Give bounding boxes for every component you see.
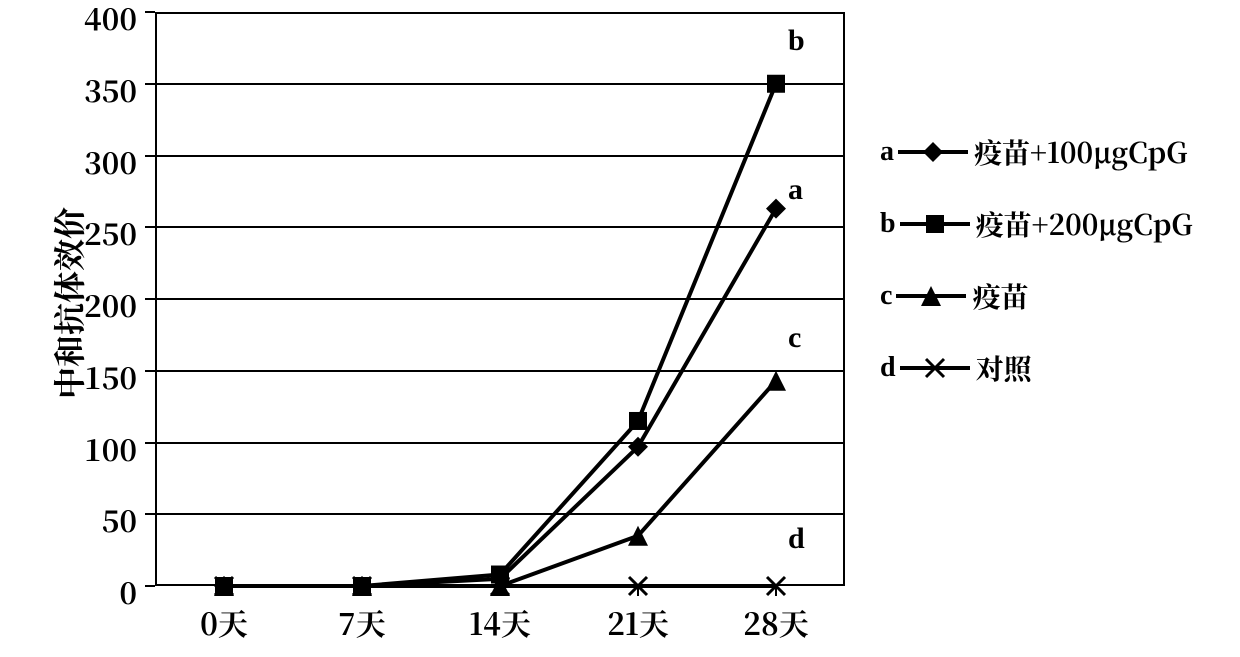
series-a bbox=[214, 199, 786, 596]
chart-svg bbox=[0, 0, 1240, 657]
series-b bbox=[215, 75, 785, 595]
series-end-label-d: d bbox=[788, 522, 805, 556]
series-end-label-b: b bbox=[788, 24, 805, 58]
series-c bbox=[214, 371, 786, 596]
series-end-label-c: c bbox=[788, 321, 801, 355]
series-end-label-a: a bbox=[788, 173, 803, 207]
